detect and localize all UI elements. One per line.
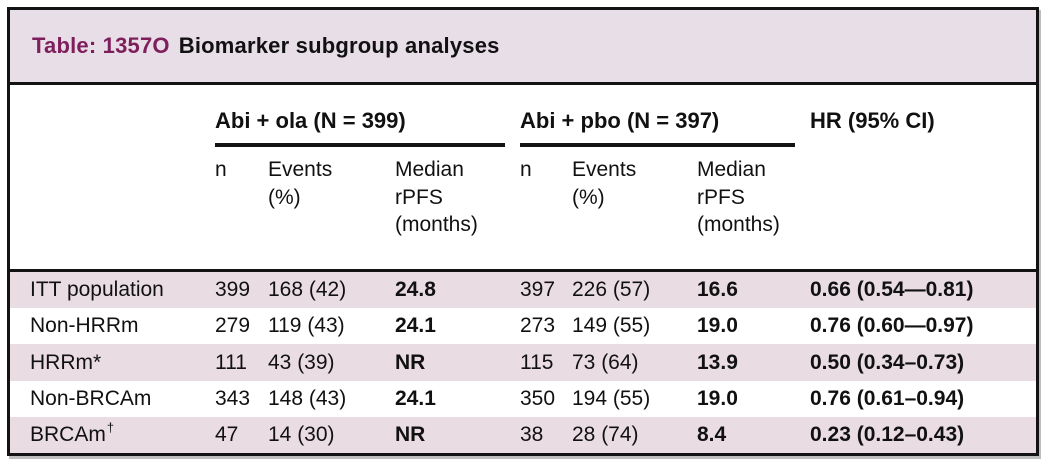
cell-g2-median: 13.9 — [697, 350, 738, 374]
hr-column-header: HR (95% CI) — [810, 85, 1036, 147]
cell-g1-n: 399 — [215, 278, 251, 302]
hr-column-header-label: HR (95% CI) — [810, 108, 935, 133]
table-row-brcam: BRCAm † 47 14 (30) NR 38 28 (74) 8.4 0.23… — [10, 416, 1036, 454]
subheader-median-1: Median rPFS (months) — [395, 158, 478, 237]
subheader-events-1: Events (%) — [268, 158, 333, 209]
table-row-non-brcam: Non-BRCAm 343 148 (43) 24.1 350 194 (55)… — [10, 381, 1036, 417]
cell-hr: 0.76 (0.61–0.94) — [810, 386, 965, 410]
cell-g1-n: 343 — [215, 386, 251, 410]
cell-hr: 0.23 (0.12–0.43) — [810, 422, 965, 446]
table-row-itt-population: ITT population 399 168 (42) 24.8 397 226… — [10, 272, 1036, 309]
cell-g1-n: 111 — [215, 350, 247, 374]
subheader-n-2: n — [520, 158, 532, 181]
group-header-abi-ola: Abi + ola (N = 399) — [215, 85, 520, 147]
table-row-hrrm: HRRm* 111 43 (39) NR 115 73 (64) 13.9 0.… — [10, 344, 1036, 381]
subheader-median-2: Median rPFS (months) — [697, 158, 780, 237]
cell-g2-events: 149 (55) — [572, 314, 651, 338]
group-underline — [520, 143, 795, 147]
group-header-abi-ola-label: Abi + ola (N = 399) — [215, 108, 406, 133]
cell-g1-events: 14 (30) — [268, 422, 335, 446]
cell-g1-n: 279 — [215, 314, 251, 338]
subheader-events-2: Events (%) — [572, 158, 637, 209]
cell-g1-n: 47 — [215, 422, 239, 446]
row-label: HRRm* — [30, 350, 102, 374]
cell-g1-events: 148 (43) — [268, 386, 347, 410]
header-spacer — [810, 156, 1036, 239]
cell-g1-median: 24.8 — [395, 278, 436, 302]
cell-hr: 0.50 (0.34–0.73) — [810, 350, 965, 374]
group-header-abi-pbo: Abi + pbo (N = 397) — [520, 85, 810, 147]
table-row-non-hrrm: Non-HRRm 279 119 (43) 24.1 273 149 (55) … — [10, 308, 1036, 344]
cell-g2-events: 226 (57) — [572, 278, 651, 302]
cell-g2-median: 19.0 — [697, 314, 738, 338]
cell-g2-events: 194 (55) — [572, 386, 651, 410]
row-label: BRCAm † — [30, 419, 115, 446]
cell-g2-median: 8.4 — [697, 422, 727, 446]
cell-hr: 0.76 (0.60—0.97) — [810, 314, 974, 338]
cell-g2-n: 397 — [520, 278, 556, 302]
sub-header-row: n Events (%) Median rPFS (months) n Even… — [10, 147, 1036, 239]
cell-g1-median: 24.1 — [395, 314, 436, 338]
table-header: Abi + ola (N = 399) Abi + pbo (N = 397) … — [10, 85, 1036, 272]
table-title: Biomarker subgroup analyses — [178, 33, 500, 58]
cell-g2-median: 16.6 — [697, 278, 738, 302]
row-label: ITT population — [30, 278, 164, 302]
subheader-n-1: n — [215, 158, 227, 181]
group-header-abi-pbo-label: Abi + pbo (N = 397) — [520, 108, 720, 133]
header-spacer — [10, 85, 215, 147]
table-body: ITT population 399 168 (42) 24.8 397 226… — [10, 272, 1036, 454]
cell-g2-n: 115 — [520, 350, 554, 374]
cell-g2-events: 73 (64) — [572, 350, 639, 374]
cell-hr: 0.66 (0.54—0.81) — [810, 278, 974, 302]
biomarker-table: Table: 1357O Biomarker subgroup analyses… — [7, 7, 1039, 456]
cell-g2-events: 28 (74) — [572, 422, 639, 446]
table-title-bar: Table: 1357O Biomarker subgroup analyses — [10, 10, 1036, 85]
cell-g2-median: 19.0 — [697, 386, 738, 410]
group-underline — [215, 143, 505, 147]
table-number: Table: 1357O — [32, 33, 170, 58]
cell-g1-median: 24.1 — [395, 386, 436, 410]
header-spacer — [10, 156, 215, 239]
group-header-row: Abi + ola (N = 399) Abi + pbo (N = 397) … — [10, 85, 1036, 147]
cell-g1-median: NR — [395, 350, 426, 374]
row-label: Non-BRCAm — [30, 386, 152, 410]
cell-g1-median: NR — [395, 422, 426, 446]
row-label: Non-HRRm — [30, 314, 139, 338]
cell-g2-n: 38 — [520, 422, 544, 446]
cell-g1-events: 168 (42) — [268, 278, 347, 302]
cell-g1-events: 43 (39) — [268, 350, 335, 374]
cell-g1-events: 119 (43) — [268, 314, 345, 338]
cell-g2-n: 350 — [520, 386, 556, 410]
cell-g2-n: 273 — [520, 314, 556, 338]
